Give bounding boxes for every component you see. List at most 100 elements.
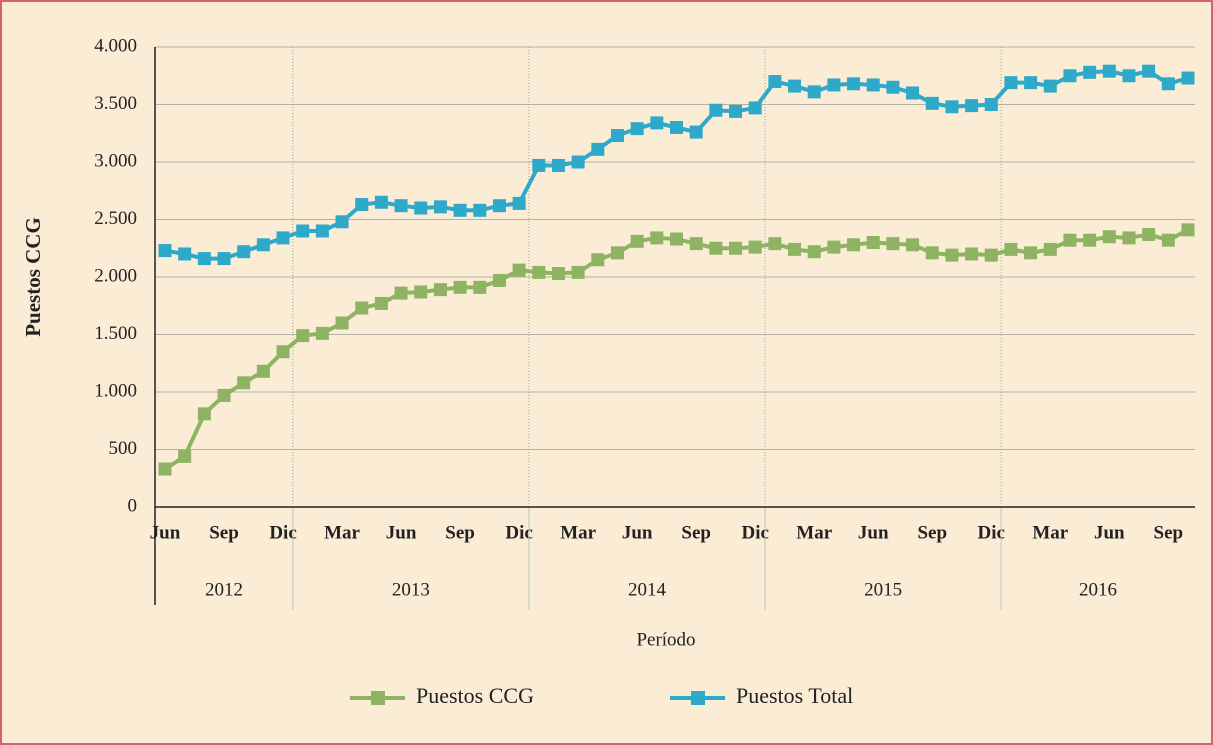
x-tick-label: Sep	[209, 522, 239, 543]
point	[984, 98, 998, 111]
point	[1083, 65, 1097, 79]
point	[551, 158, 565, 172]
point	[237, 376, 251, 390]
point	[453, 203, 467, 217]
point	[492, 273, 506, 287]
point	[1083, 233, 1097, 247]
point	[591, 253, 605, 267]
point	[355, 198, 369, 212]
point	[197, 407, 211, 421]
point	[768, 237, 782, 251]
point	[1063, 69, 1077, 83]
point	[984, 248, 998, 262]
point	[276, 231, 290, 245]
point	[768, 75, 782, 88]
point	[571, 155, 585, 169]
point	[296, 224, 310, 238]
point	[788, 242, 802, 256]
point	[453, 280, 467, 294]
point	[689, 125, 703, 139]
legend-marker	[691, 691, 705, 705]
point	[532, 265, 546, 279]
point	[178, 247, 192, 261]
point	[1181, 223, 1195, 237]
point	[630, 234, 644, 248]
x-tick-label: Jun	[386, 522, 417, 543]
point	[158, 462, 172, 476]
point	[1024, 246, 1038, 260]
x-tick-label: Dic	[269, 522, 296, 543]
point	[610, 246, 624, 260]
y-axis-label: Puestos CCG	[21, 217, 45, 337]
point	[374, 195, 388, 209]
point	[906, 238, 920, 252]
x-axis-label: Período	[636, 629, 695, 650]
x-tick-label: Mar	[560, 522, 596, 543]
point	[473, 280, 487, 294]
point	[965, 99, 979, 113]
point	[237, 245, 251, 259]
x-tick-label: Sep	[917, 522, 947, 543]
point	[788, 79, 802, 93]
point	[315, 326, 329, 340]
point	[1161, 77, 1175, 91]
point	[433, 283, 447, 297]
point	[650, 116, 664, 130]
point	[965, 247, 979, 261]
point	[1004, 242, 1018, 256]
point	[1142, 64, 1156, 78]
point	[729, 104, 743, 118]
point	[296, 329, 310, 343]
point	[1181, 71, 1195, 85]
point	[748, 101, 762, 115]
point	[197, 252, 211, 266]
point	[512, 196, 526, 210]
point	[1161, 233, 1175, 247]
point	[610, 129, 624, 143]
point	[709, 241, 723, 255]
point	[532, 158, 546, 172]
point	[335, 215, 349, 229]
point	[1122, 231, 1136, 245]
x-tick-label: Mar	[324, 522, 360, 543]
point	[1063, 233, 1077, 247]
legend-label: Puestos CCG	[416, 683, 534, 708]
legend-marker	[371, 691, 385, 705]
point	[866, 236, 880, 249]
point	[1004, 76, 1018, 90]
y-tick-label: 3.000	[94, 150, 137, 171]
point	[256, 238, 270, 252]
point	[925, 96, 939, 110]
point	[512, 263, 526, 277]
point	[689, 237, 703, 251]
x-tick-label: Jun	[150, 522, 181, 543]
point	[276, 345, 290, 359]
x-tick-label: Dic	[978, 522, 1005, 543]
point	[906, 86, 920, 100]
x-tick-label: Sep	[681, 522, 711, 543]
y-tick-label: 1.000	[94, 380, 137, 401]
point	[709, 103, 723, 117]
point	[866, 78, 880, 92]
point	[394, 286, 408, 300]
x-tick-label: Sep	[445, 522, 475, 543]
year-label: 2014	[628, 579, 667, 600]
point	[807, 245, 821, 259]
y-tick-label: 0	[128, 495, 138, 516]
point	[925, 246, 939, 260]
year-label: 2016	[1079, 579, 1117, 600]
point	[827, 240, 841, 254]
point	[807, 85, 821, 99]
point	[945, 100, 959, 114]
point	[256, 364, 270, 378]
x-tick-label: Jun	[1094, 522, 1125, 543]
point	[158, 244, 172, 258]
point	[315, 224, 329, 238]
point	[217, 252, 231, 266]
y-tick-label: 1.500	[94, 323, 137, 344]
legend-label: Puestos Total	[736, 683, 853, 708]
point	[1043, 79, 1057, 93]
x-tick-label: Mar	[1032, 522, 1068, 543]
x-tick-label: Sep	[1154, 522, 1184, 543]
